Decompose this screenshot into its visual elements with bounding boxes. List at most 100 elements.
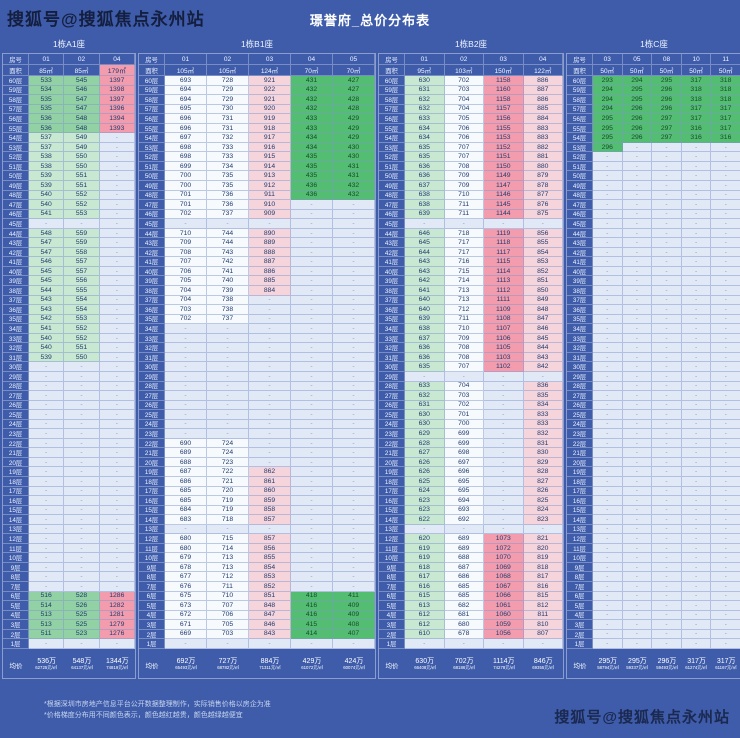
price-cell: - bbox=[681, 591, 712, 602]
column-header: 02 bbox=[207, 54, 249, 65]
price-cell: - bbox=[291, 419, 333, 430]
floor-label: 23层 bbox=[139, 429, 165, 439]
price-cell: - bbox=[711, 238, 740, 248]
price-cell: 523 bbox=[64, 629, 100, 640]
price-cell: 853 bbox=[249, 572, 291, 582]
price-cell: - bbox=[29, 562, 65, 573]
price-cell: 890 bbox=[249, 228, 291, 239]
price-cell: - bbox=[207, 333, 249, 344]
price-cell: 704 bbox=[165, 286, 207, 296]
floor-label: 10层 bbox=[139, 553, 165, 563]
floor-label: 24层 bbox=[139, 419, 165, 430]
price-cell: - bbox=[333, 419, 375, 430]
price-cell: - bbox=[652, 333, 682, 344]
price-cell: - bbox=[593, 391, 623, 401]
price-cell: - bbox=[291, 266, 333, 277]
price-cell: 699 bbox=[444, 438, 484, 449]
price-cell: 550 bbox=[64, 352, 100, 363]
price-cell: 643 bbox=[405, 257, 445, 267]
price-cell: - bbox=[29, 476, 65, 487]
floor-label: 58层 bbox=[379, 95, 405, 105]
price-cell: - bbox=[249, 305, 291, 315]
price-cell: 678 bbox=[444, 629, 484, 640]
price-cell: - bbox=[711, 543, 740, 554]
floor-label: 6层 bbox=[567, 591, 593, 602]
price-cell: 540 bbox=[29, 190, 65, 201]
price-cell: - bbox=[291, 581, 333, 592]
price-cell: 540 bbox=[29, 333, 65, 344]
price-cell: 553 bbox=[64, 209, 100, 220]
price-cell: - bbox=[484, 438, 524, 449]
price-cell: - bbox=[333, 305, 375, 315]
price-cell: 921 bbox=[249, 76, 291, 86]
avg-cell: 702万 68186元/㎡ bbox=[445, 652, 485, 678]
footnote-line-1: *根据深圳市房地产信息平台公开数据整理制作，实际销售价格以房企为准 bbox=[44, 701, 271, 708]
price-cell: - bbox=[99, 639, 135, 649]
price-cell: 844 bbox=[523, 343, 563, 353]
price-cell: - bbox=[405, 524, 445, 535]
price-cell: - bbox=[333, 371, 375, 382]
price-cell: - bbox=[711, 639, 740, 649]
price-cell: 724 bbox=[207, 448, 249, 458]
price-cell: 644 bbox=[405, 247, 445, 258]
price-cell: - bbox=[681, 572, 712, 582]
price-cell: - bbox=[291, 515, 333, 525]
floor-label: 5层 bbox=[379, 601, 405, 611]
floor-label: 24层 bbox=[379, 419, 405, 430]
price-cell: - bbox=[165, 362, 207, 372]
floor-label: 54层 bbox=[139, 133, 165, 143]
price-cell: 719 bbox=[207, 496, 249, 506]
price-cell: - bbox=[711, 343, 740, 353]
price-cell: - bbox=[652, 457, 682, 468]
floor-label: 32层 bbox=[379, 343, 405, 353]
area-header: 50㎡ bbox=[711, 65, 740, 76]
avg-unit-price: 61274元/㎡ bbox=[685, 666, 708, 671]
price-cell: 713 bbox=[207, 553, 249, 563]
price-cell: 672 bbox=[165, 610, 207, 621]
price-cell: 545 bbox=[29, 266, 65, 277]
price-cell: - bbox=[593, 553, 623, 563]
floor-label: 37层 bbox=[139, 295, 165, 306]
floor-label: 41层 bbox=[139, 257, 165, 267]
price-cell: - bbox=[64, 391, 100, 401]
price-cell: 1070 bbox=[484, 553, 524, 563]
price-cell: - bbox=[681, 391, 712, 401]
floor-label: 9层 bbox=[3, 562, 29, 573]
price-cell: 698 bbox=[165, 142, 207, 153]
price-cell: 713 bbox=[444, 295, 484, 306]
price-cell: 296 bbox=[593, 142, 623, 153]
price-cell: - bbox=[333, 486, 375, 497]
price-cell: - bbox=[622, 410, 653, 420]
price-cell: 543 bbox=[29, 295, 65, 306]
floor-label: 34层 bbox=[139, 324, 165, 334]
price-cell: 615 bbox=[405, 591, 445, 602]
price-cell: - bbox=[207, 343, 249, 353]
price-cell: - bbox=[207, 324, 249, 334]
price-cell: - bbox=[711, 276, 740, 287]
price-cell: 552 bbox=[64, 333, 100, 344]
floor-label: 25层 bbox=[139, 410, 165, 420]
price-cell: - bbox=[99, 371, 135, 382]
price-cell: - bbox=[622, 209, 653, 220]
price-cell: 537 bbox=[29, 133, 65, 143]
price-cell: - bbox=[99, 152, 135, 162]
price-cell: 819 bbox=[523, 553, 563, 563]
price-cell: - bbox=[593, 400, 623, 411]
price-cell: 704 bbox=[444, 95, 484, 105]
price-cell: - bbox=[593, 286, 623, 296]
price-cell: 710 bbox=[444, 190, 484, 201]
price-cell: 884 bbox=[249, 286, 291, 296]
price-cell: - bbox=[652, 486, 682, 497]
price-cell: 295 bbox=[652, 76, 682, 86]
price-cell: - bbox=[622, 200, 653, 210]
price-cell: - bbox=[711, 333, 740, 344]
price-cell: - bbox=[249, 438, 291, 449]
price-cell: - bbox=[681, 200, 712, 210]
price-cell: 631 bbox=[405, 400, 445, 411]
price-cell: 687 bbox=[444, 562, 484, 573]
price-cell: 1155 bbox=[484, 123, 524, 134]
price-cell: - bbox=[291, 209, 333, 220]
floor-label: 12层 bbox=[3, 534, 29, 544]
price-cell: - bbox=[593, 314, 623, 325]
